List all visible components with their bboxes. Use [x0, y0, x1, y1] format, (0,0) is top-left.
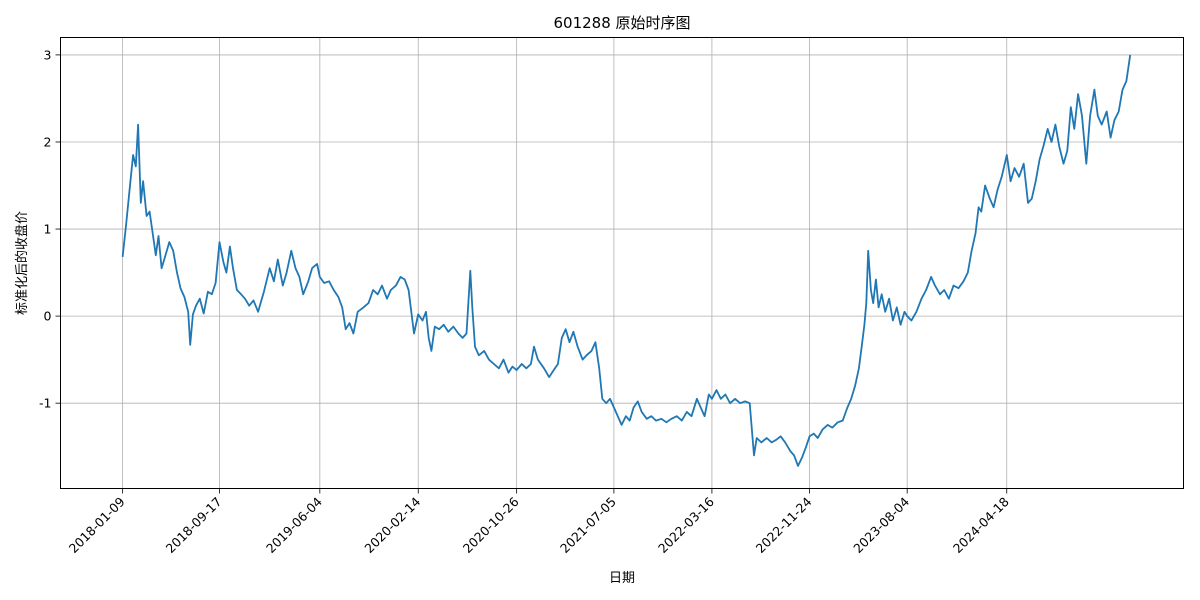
x-tick-label: 2023-08-04 — [850, 494, 912, 556]
x-axis-label: 日期 — [609, 571, 635, 586]
y-axis-label: 标准化后的收盘价 — [14, 211, 30, 315]
x-tick-label: 2020-02-14 — [361, 494, 423, 556]
plot-area-frame — [60, 37, 1184, 489]
y-tick-label: 3 — [44, 47, 52, 62]
y-tick-label: 0 — [44, 309, 52, 324]
y-tick-label: 1 — [44, 222, 52, 237]
y-axis: 3 2 1 0 -1 — [39, 47, 61, 411]
x-tick-label: 2020-10-26 — [460, 494, 522, 556]
chart-title: 601288 原始时序图 — [553, 14, 690, 32]
grid-lines — [60, 37, 1184, 489]
x-axis: 2018-01-09 2018-09-17 2019-06-04 2020-02-14… — [66, 488, 1012, 556]
x-tick-label: 2022-03-16 — [655, 494, 717, 556]
x-tick-label: 2021-07-05 — [557, 494, 619, 556]
x-tick-label: 2024-04-18 — [950, 494, 1012, 556]
y-tick-label: -1 — [39, 396, 51, 411]
series-line — [121, 54, 1132, 467]
x-tick-label: 2019-06-04 — [263, 494, 325, 556]
x-tick-label: 2018-01-09 — [66, 494, 128, 556]
y-tick-label: 2 — [44, 134, 52, 149]
x-tick-label: 2018-09-17 — [163, 494, 225, 556]
x-tick-label: 2022-11-24 — [753, 494, 815, 556]
